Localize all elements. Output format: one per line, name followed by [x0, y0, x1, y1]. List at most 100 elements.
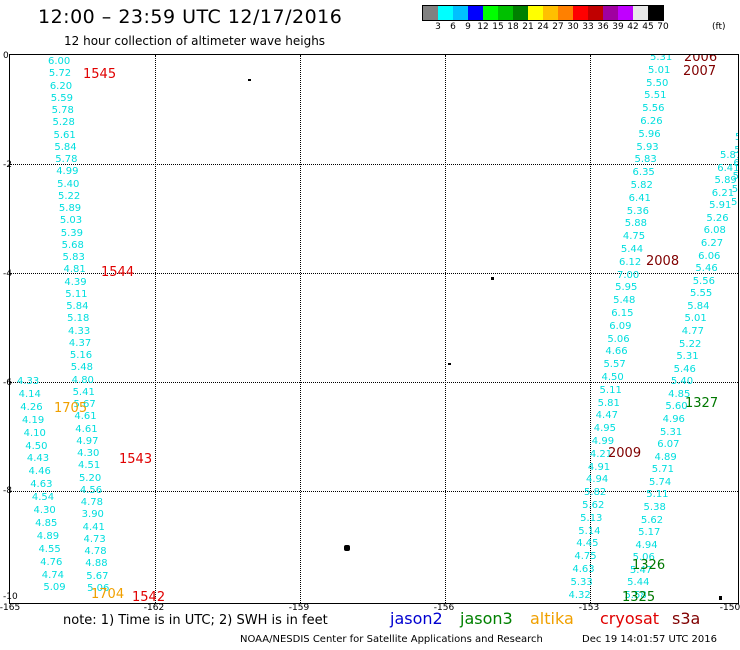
x-tick-label: -153	[578, 603, 600, 613]
wave-height-value: 4.75	[622, 231, 646, 243]
wave-height-value: 4.99	[56, 166, 79, 178]
gridline-lat	[10, 164, 738, 165]
wave-height-value: 5.95	[615, 282, 638, 294]
x-tick-label: -150	[719, 603, 740, 613]
wave-height-value: 5.83	[634, 154, 657, 166]
legend-swatch	[648, 6, 663, 20]
wave-height-value: 4.47	[595, 410, 618, 422]
wave-height-value: 4.14	[18, 388, 41, 400]
legend-label: 33	[582, 22, 594, 32]
pass-time-label: 2008	[646, 254, 680, 269]
legend-swatch	[513, 6, 528, 20]
wave-height-value: 6.15	[611, 308, 634, 319]
map-subtitle: 12 hour collection of altimeter wave hei…	[64, 34, 326, 48]
gridline-lat	[10, 382, 738, 383]
y-tick-label: -6	[3, 378, 12, 388]
legend-swatch	[588, 6, 603, 20]
island-marker	[448, 363, 451, 365]
wave-height-value: 5.31	[676, 351, 699, 363]
wave-height-value: 6.07	[657, 439, 680, 451]
wave-height-value: 4.33	[17, 376, 40, 387]
gridline-lat	[10, 491, 738, 492]
gridline-lon	[590, 55, 591, 603]
wave-height-value: 4.91	[587, 461, 611, 473]
color-legend	[422, 5, 664, 21]
wave-height-value: 4.85	[668, 388, 691, 400]
wave-height-value: 5.33	[570, 576, 593, 588]
wave-height-value: 5.16	[69, 350, 93, 361]
legend-label: 24	[537, 22, 549, 32]
legend-label: 27	[552, 22, 564, 32]
wave-height-value: 5.22	[679, 338, 702, 350]
wave-height-value: 4.96	[662, 413, 685, 425]
wave-height-value: 4.78	[80, 497, 104, 508]
wave-height-value: 5.58	[624, 589, 647, 601]
wave-height-value: 5.06	[607, 333, 630, 345]
y-tick-label: -2	[3, 160, 12, 170]
wave-height-value: 5.11	[646, 489, 669, 501]
wave-height-value: 5.06	[87, 582, 110, 594]
wave-height-value: 4.89	[654, 451, 677, 463]
legend-label: 36	[597, 22, 609, 32]
wave-height-value: 4.10	[23, 427, 46, 439]
wave-height-value: 5.23	[731, 183, 739, 195]
legend-label: 39	[612, 22, 624, 32]
wave-height-value: 5.20	[78, 472, 102, 484]
pass-time-label: 1327	[685, 396, 719, 411]
wave-height-value: 4.78	[84, 546, 107, 557]
wave-height-value: 5.68	[61, 239, 84, 251]
wave-height-value: 6.00	[48, 56, 71, 67]
legend-label: 18	[507, 22, 519, 32]
wave-height-value: 6.01	[733, 158, 738, 169]
gridline-lon	[155, 55, 156, 603]
wave-height-value: 4.95	[593, 423, 616, 435]
wave-height-value: 4.50	[601, 372, 624, 383]
legend-label: 12	[477, 22, 489, 32]
legend-label: 9	[465, 22, 471, 32]
x-tick-label: -162	[143, 603, 165, 613]
wave-height-value: 4.46	[28, 466, 51, 478]
wave-height-value: 4.77	[681, 325, 705, 337]
wave-height-value: 5.62	[582, 500, 605, 511]
wave-height-value: 5.03	[59, 215, 83, 227]
wave-height-value: 5.57	[603, 359, 626, 371]
wave-height-value: 6.35	[632, 167, 655, 179]
wave-height-value: 5.75	[735, 133, 738, 143]
wave-height-value: 6.09	[609, 320, 632, 332]
wave-height-value: 4.80	[71, 374, 94, 386]
wave-height-value: 4.55	[38, 543, 61, 555]
wave-height-value: 5.22	[58, 190, 81, 202]
wave-height-value: 5.60	[665, 401, 688, 413]
island-marker	[491, 277, 494, 280]
wave-height-value: 5.48	[613, 295, 636, 307]
legend-swatch	[543, 6, 558, 20]
legend-swatch	[603, 6, 618, 20]
legend-label: 30	[567, 22, 579, 32]
wave-height-value: 5.11	[65, 288, 88, 300]
wave-height-value: 4.76	[40, 556, 63, 568]
wave-height-value: 4.32	[568, 589, 591, 601]
wave-height-value: 6.26	[640, 116, 663, 127]
pass-time-label: 2007	[683, 64, 717, 79]
wave-height-value: 5.78	[55, 154, 78, 165]
wave-height-value: 5.31	[659, 426, 683, 438]
wave-height-value: 5.89	[714, 175, 737, 187]
island-marker	[248, 79, 251, 81]
legend-label: 45	[642, 22, 654, 32]
wave-height-value: 4.63	[572, 564, 595, 575]
wave-height-value: 5.41	[72, 386, 95, 398]
wave-height-value: 5.11	[599, 384, 622, 396]
wave-height-value: 5.83	[62, 252, 85, 263]
map-title: 12:00 – 23:59 UTC 12/17/2016	[38, 6, 343, 28]
wave-height-value: 4.19	[21, 414, 45, 426]
wave-height-value: 5.62	[640, 514, 664, 526]
satellite-jason3: jason3	[460, 609, 513, 628]
wave-height-value: 5.50	[646, 77, 669, 89]
legend-swatch	[528, 6, 543, 20]
wave-height-value: 5.89	[58, 203, 82, 214]
x-tick-label: -159	[288, 603, 310, 613]
y-tick-label: -8	[3, 486, 12, 496]
wave-height-value: 4.50	[25, 440, 48, 452]
wave-height-value: 5.78	[51, 105, 74, 116]
wave-height-value: 5.39	[60, 227, 83, 239]
